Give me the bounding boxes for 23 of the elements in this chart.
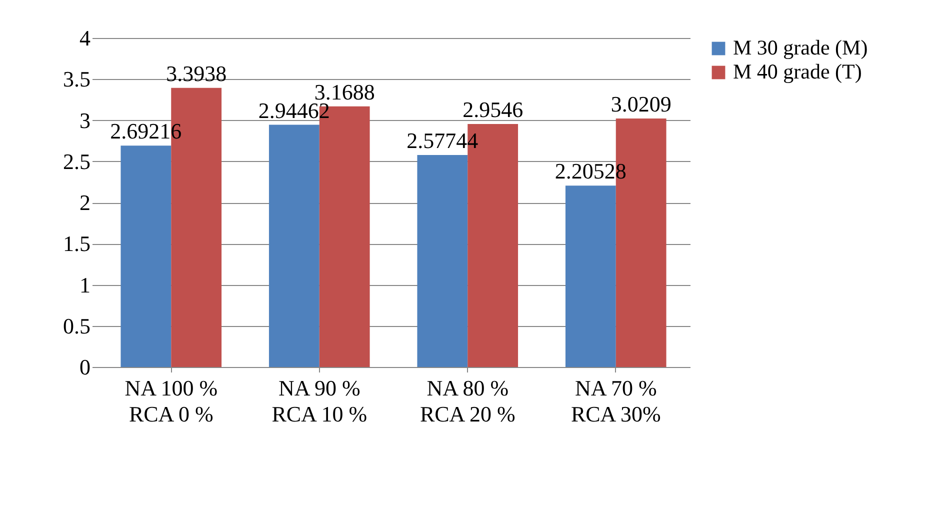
data-label: 2.9546 xyxy=(462,96,524,122)
bar xyxy=(565,186,616,367)
data-label: 3.1688 xyxy=(314,79,375,104)
y-tick-label: 4 xyxy=(80,26,90,50)
legend-label: M 40 grade (T) xyxy=(733,60,862,84)
bar xyxy=(120,146,172,367)
x-tick-label: NA 80 % RCA 20 % xyxy=(420,376,516,426)
y-tick-label: 3 xyxy=(80,108,90,133)
y-tick-label: 1.5 xyxy=(63,231,90,256)
y-tick-label: 0 xyxy=(80,354,90,380)
y-tick-label: 3.5 xyxy=(63,66,90,92)
y-tick-label: 0.5 xyxy=(63,313,90,338)
x-tick-label: NA 70 % RCA 30% xyxy=(570,376,661,426)
y-tick-label: 2 xyxy=(80,190,90,215)
legend-label: M 30 grade (M) xyxy=(733,36,868,60)
data-label: 3.3938 xyxy=(166,60,227,86)
data-label: 3.0209 xyxy=(610,92,672,117)
bar xyxy=(268,124,320,367)
y-tick-label: 1 xyxy=(80,272,90,298)
x-tick-label: NA 90 % RCA 10 % xyxy=(272,376,368,426)
x-tick-label: NA 100 % RCA 0 % xyxy=(124,376,218,426)
y-tick-label: 2.5 xyxy=(63,148,90,174)
bar xyxy=(417,155,468,367)
